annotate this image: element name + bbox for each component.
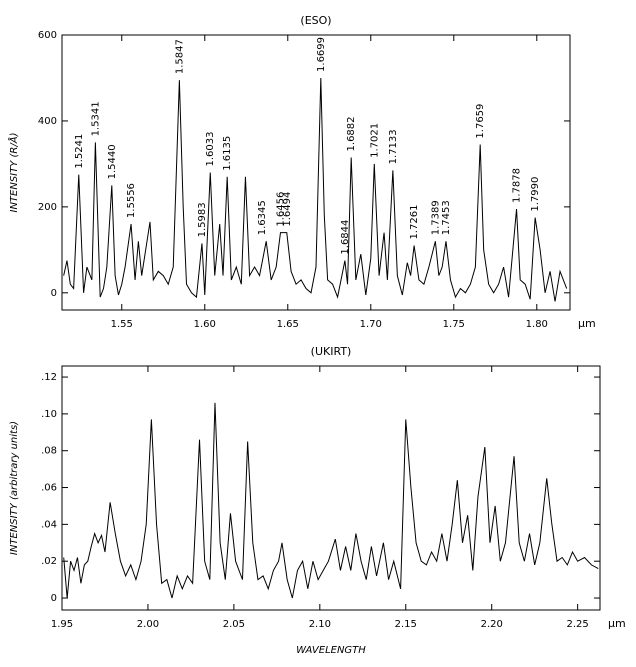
line-label: 1.5847 (174, 39, 185, 74)
x-tick-label: 2.25 (567, 619, 589, 630)
line-label: 1.6135 (222, 136, 233, 171)
x-tick-label: 1.60 (194, 319, 216, 330)
y-tick-label: .10 (41, 409, 57, 420)
y-tick-label: .08 (41, 446, 57, 457)
y-axis-label: INTENSITY (arbitrary units) (9, 421, 20, 555)
x-tick-label: 2.20 (481, 619, 503, 630)
line-label: 1.6699 (316, 37, 327, 72)
line-label: 1.6345 (257, 200, 268, 235)
line-label: 1.6494 (282, 192, 293, 227)
x-axis-label: WAVELENGTH (296, 645, 366, 656)
y-tick-label: 400 (38, 116, 57, 127)
y-tick-label: .06 (41, 483, 57, 494)
plot-frame (61, 365, 601, 611)
y-tick-label: 200 (38, 202, 57, 213)
line-label: 1.7133 (388, 129, 399, 164)
line-label: 1.6456 (275, 192, 286, 227)
x-tick-label: 1.70 (360, 319, 382, 330)
x-tick-label: 1.55 (111, 319, 133, 330)
line-label: 1.6844 (340, 220, 351, 255)
line-label: 1.7261 (409, 205, 420, 240)
x-tick-label: 1.65 (277, 319, 299, 330)
line-label: 1.7389 (430, 200, 441, 235)
x-tick-label: 1.80 (526, 319, 548, 330)
line-label: 1.6033 (205, 132, 216, 167)
line-label: 1.5241 (74, 134, 85, 169)
line-label: 1.6882 (346, 116, 357, 151)
line-label: 1.5341 (90, 101, 101, 136)
chart-title: (UKIRT) (311, 345, 352, 358)
line-label: 1.7659 (475, 104, 486, 139)
y-tick-label: 600 (38, 30, 57, 41)
y-axis-label: INTENSITY (R/Å) (7, 133, 20, 213)
x-unit: μm (578, 317, 596, 330)
line-label: 1.5983 (197, 202, 208, 237)
line-label: 1.7021 (369, 123, 380, 158)
line-label: 1.7990 (530, 177, 541, 212)
spectrum-line (63, 77, 568, 302)
x-unit: μm (608, 617, 626, 630)
chart-title: (ESO) (300, 14, 331, 27)
y-tick-label: .02 (41, 556, 57, 567)
x-tick-label: 1.95 (51, 619, 73, 630)
x-tick-label: 1.75 (443, 319, 465, 330)
x-tick-label: 2.10 (309, 619, 331, 630)
line-label: 1.7453 (441, 200, 452, 235)
plot-frame (61, 34, 571, 311)
line-label: 1.5556 (126, 183, 137, 218)
line-label: 1.7878 (512, 168, 523, 203)
spectrum-line (63, 402, 599, 599)
y-tick-label: .04 (41, 519, 57, 530)
line-label: 1.5440 (107, 144, 118, 179)
x-tick-label: 2.00 (137, 619, 159, 630)
x-tick-label: 2.15 (395, 619, 417, 630)
y-tick-label: 0 (51, 288, 57, 299)
y-tick-label: 0 (51, 593, 57, 604)
x-tick-label: 2.05 (223, 619, 245, 630)
y-tick-label: .12 (41, 372, 57, 383)
